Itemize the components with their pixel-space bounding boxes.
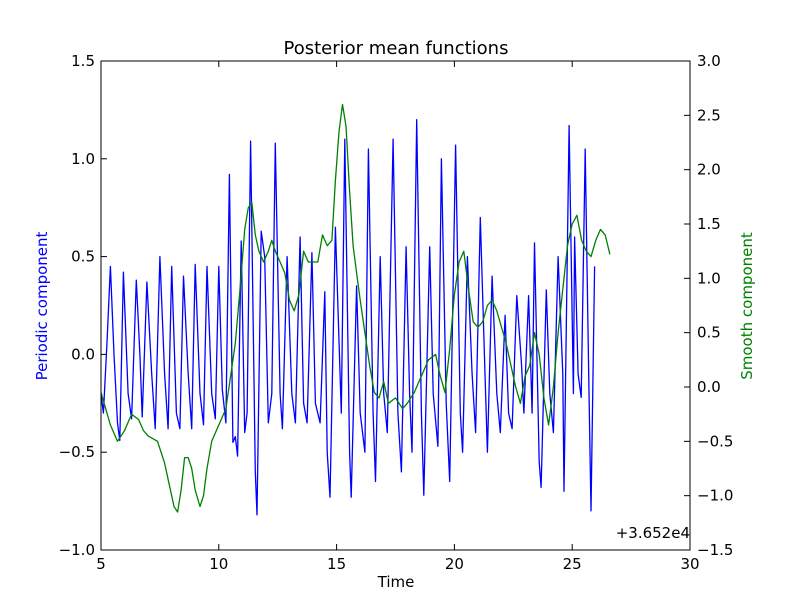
- x-tick-label: 20: [445, 555, 464, 573]
- smooth-component-line: [101, 103, 611, 513]
- left-y-ticks: −1.0 −0.5 0.0 0.5 1.0 1.5: [59, 52, 107, 559]
- left-y-tick-label: 0.5: [71, 248, 95, 266]
- series-layer: [101, 103, 611, 516]
- x-axis-label: Time: [377, 573, 415, 591]
- right-y-tick-label: −1.0: [697, 487, 733, 505]
- right-y-axis-label: Smooth component: [738, 232, 756, 380]
- right-y-tick-label: 1.5: [697, 215, 721, 233]
- left-y-tick-label: 1.0: [71, 150, 95, 168]
- x-tick-label: 30: [680, 555, 699, 573]
- periodic-component-line: [101, 119, 596, 516]
- left-y-tick-label: −0.5: [59, 443, 95, 461]
- x-offset-label: +3.652e4: [616, 524, 690, 542]
- right-y-ticks: −1.5 −1.0 −0.5 0.0 0.5 1.0 1.5 2.0 2.5 3.0: [684, 52, 733, 559]
- right-y-tick-label: −0.5: [697, 432, 733, 450]
- right-y-tick-label: 3.0: [697, 52, 721, 70]
- x-tick-label: 25: [563, 555, 582, 573]
- x-tick-label: 5: [96, 555, 106, 573]
- chart-title: Posterior mean functions: [284, 38, 509, 59]
- x-ticks: 5 10 15 20 25 30: [96, 61, 700, 573]
- x-tick-label: 10: [209, 555, 228, 573]
- left-y-tick-label: 0.0: [71, 345, 95, 363]
- left-y-tick-label: 1.5: [71, 52, 95, 70]
- right-y-tick-label: 0.5: [697, 324, 721, 342]
- x-tick-label: 15: [327, 555, 346, 573]
- right-y-tick-label: 2.0: [697, 161, 721, 179]
- right-y-tick-label: −1.5: [697, 541, 733, 559]
- right-y-tick-label: 2.5: [697, 106, 721, 124]
- plot-frame: [100, 60, 691, 551]
- right-y-tick-label: 1.0: [697, 269, 721, 287]
- left-y-tick-label: −1.0: [59, 541, 95, 559]
- left-y-axis-label: Periodic component: [33, 231, 51, 380]
- right-y-tick-label: 0.0: [697, 378, 721, 396]
